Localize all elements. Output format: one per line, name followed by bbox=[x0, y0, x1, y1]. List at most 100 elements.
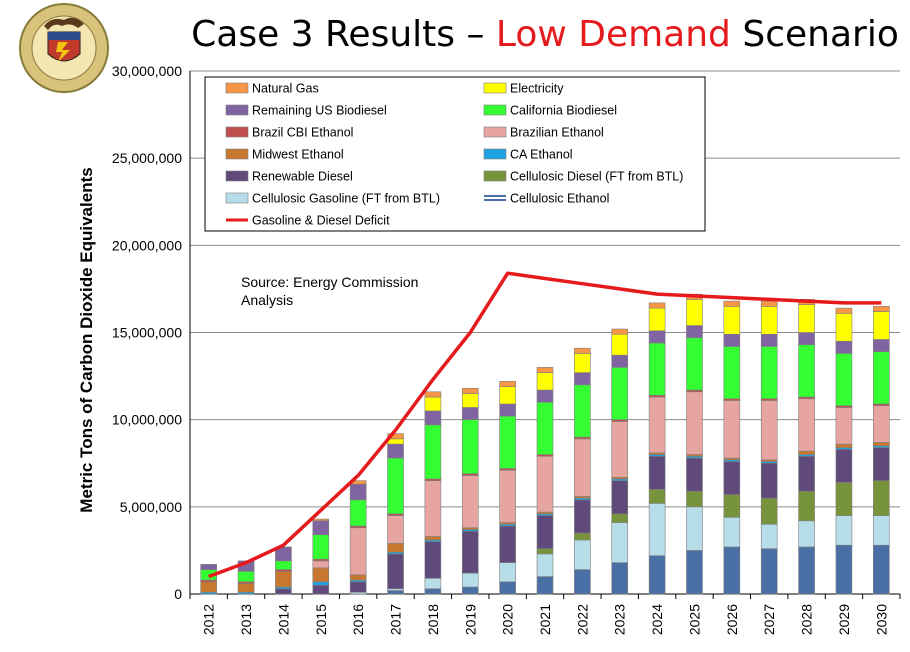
legend-swatch bbox=[483, 148, 507, 160]
bar-segment bbox=[873, 442, 890, 447]
bar-segment bbox=[312, 534, 330, 560]
legend-box bbox=[204, 76, 706, 232]
legend-label: Cellulosic Diesel (FT from BTL) bbox=[510, 170, 683, 184]
legend-swatch bbox=[225, 148, 249, 160]
bar-segment bbox=[424, 541, 442, 579]
bar-segment bbox=[461, 586, 479, 595]
bar-segment bbox=[686, 506, 703, 551]
bar-segment bbox=[611, 333, 629, 356]
x-tick-label: 2030 bbox=[873, 604, 889, 635]
bar-segment bbox=[424, 391, 442, 398]
bar-segment bbox=[574, 499, 591, 534]
bar-segment bbox=[611, 421, 629, 478]
bar-segment bbox=[648, 503, 666, 556]
legend-label: CA Ethanol bbox=[510, 148, 573, 162]
bar-segment bbox=[611, 562, 629, 595]
bar-segment bbox=[536, 576, 554, 595]
title-tail: Scenario bbox=[730, 14, 899, 55]
bar-segment bbox=[424, 588, 442, 595]
bar-segment bbox=[798, 450, 815, 455]
bar-segment bbox=[686, 325, 703, 339]
bar-segment bbox=[424, 396, 442, 412]
y-tick-label: 20,000,000 bbox=[112, 237, 182, 253]
bar-segment bbox=[760, 300, 778, 307]
x-tick-label: 2015 bbox=[313, 604, 329, 635]
bar-segment bbox=[760, 523, 778, 549]
bar-segment bbox=[648, 455, 666, 490]
bar-segment bbox=[536, 367, 554, 373]
bar-segment bbox=[723, 516, 741, 548]
bar-segment bbox=[349, 527, 367, 576]
bar-segment bbox=[798, 304, 815, 333]
bar-segment bbox=[574, 532, 591, 541]
bar-segment bbox=[574, 438, 591, 497]
x-tick-label: 2025 bbox=[686, 604, 702, 635]
bar-segment bbox=[760, 548, 778, 595]
x-tick-label: 2017 bbox=[388, 604, 404, 635]
bar-segment bbox=[686, 299, 703, 326]
title-main: Case 3 Results – bbox=[191, 14, 496, 55]
bar-segment bbox=[835, 515, 853, 546]
bar-segment bbox=[873, 306, 890, 312]
bar-segment bbox=[723, 346, 741, 400]
title-highlight: Low Demand bbox=[495, 14, 731, 55]
bar-segment bbox=[611, 513, 629, 523]
bar-segment bbox=[424, 424, 442, 480]
legend-label: Natural Gas bbox=[252, 82, 319, 96]
bar-segment bbox=[461, 475, 479, 529]
legend-label: Cellulosic Gasoline (FT from BTL) bbox=[252, 192, 440, 206]
bar-segment bbox=[461, 572, 479, 588]
legend-label: California Biodiesel bbox=[510, 104, 617, 118]
bar-segment bbox=[760, 346, 778, 400]
bar-segment bbox=[536, 389, 554, 403]
bar-segment bbox=[648, 489, 666, 504]
bar-segment bbox=[873, 339, 890, 352]
bar-segment bbox=[873, 311, 890, 340]
bar-segment bbox=[648, 555, 666, 595]
legend-label: Remaining US Biodiesel bbox=[252, 104, 387, 118]
legend-swatch bbox=[225, 192, 249, 204]
bar-segment bbox=[798, 546, 815, 595]
bar-segment bbox=[312, 581, 330, 586]
legend-swatch bbox=[483, 126, 507, 138]
bar-segment bbox=[200, 564, 217, 570]
bar-segment bbox=[648, 302, 666, 309]
x-tick-label: 2023 bbox=[612, 604, 628, 635]
bar-segment bbox=[424, 578, 442, 590]
bar-segment bbox=[536, 553, 554, 577]
bar-segment bbox=[275, 560, 292, 570]
bar-segment bbox=[387, 515, 404, 544]
bar-segment bbox=[461, 387, 479, 394]
bar-segment bbox=[760, 497, 778, 525]
bar-segment bbox=[387, 553, 404, 590]
legend-swatch bbox=[483, 170, 507, 182]
x-tick-label: 2020 bbox=[500, 604, 516, 635]
bar-segment bbox=[200, 581, 217, 593]
bar-segment bbox=[835, 313, 853, 342]
bar-segment bbox=[461, 419, 479, 475]
bar-segment bbox=[723, 461, 741, 495]
y-tick-label: 5,000,000 bbox=[120, 499, 182, 515]
bar-segment bbox=[574, 384, 591, 438]
bar-segment bbox=[461, 530, 479, 574]
legend-label: Brazilian Ethanol bbox=[510, 126, 604, 140]
bar-segment bbox=[574, 569, 591, 595]
x-tick-label: 2029 bbox=[836, 604, 852, 635]
bar-segment bbox=[574, 539, 591, 570]
x-tick-label: 2026 bbox=[724, 604, 740, 635]
bar-segment bbox=[648, 342, 666, 396]
bar-segment bbox=[349, 483, 367, 501]
bar-segment bbox=[686, 490, 703, 508]
bar-segment bbox=[686, 457, 703, 492]
bar-segment bbox=[536, 401, 554, 455]
bar-segment bbox=[835, 340, 853, 354]
bar-segment bbox=[648, 396, 666, 454]
bar-segment bbox=[499, 562, 516, 583]
bar-segment bbox=[574, 347, 591, 354]
bar-segment bbox=[461, 393, 479, 408]
bar-segment bbox=[312, 560, 330, 569]
bar-segment bbox=[574, 353, 591, 373]
bar-segment bbox=[873, 351, 890, 405]
bar-segment bbox=[536, 372, 554, 391]
bar-segment bbox=[387, 543, 404, 553]
